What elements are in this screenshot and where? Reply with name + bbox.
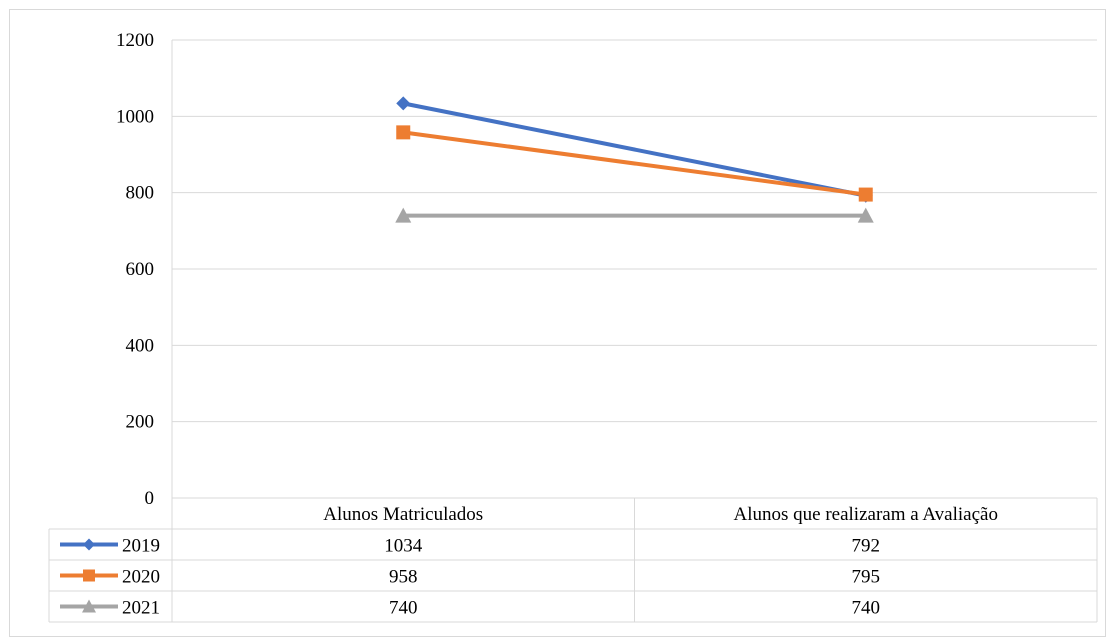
- series-line-2019: [402, 101, 867, 198]
- series-name: 2020: [122, 567, 160, 588]
- series-line-2020: [402, 130, 867, 197]
- data-point-2020: [858, 187, 873, 202]
- data-table-value: 792: [852, 536, 881, 557]
- legend-key-marker: [83, 569, 95, 582]
- y-tick-label: 1000: [116, 106, 154, 127]
- data-table-value: 740: [389, 598, 418, 619]
- data-point-2020: [396, 125, 411, 140]
- y-tick-label: 200: [126, 412, 155, 433]
- data-point-2021: [857, 207, 874, 223]
- data-point-2019: [396, 96, 411, 111]
- category-label: Alunos que realizaram a Avaliação: [734, 504, 998, 525]
- data-table-value: 795: [852, 567, 881, 588]
- data-table-value: 1034: [384, 536, 423, 557]
- y-tick-label: 1200: [116, 30, 154, 51]
- y-tick-label: 600: [126, 259, 155, 280]
- y-tick-label: 400: [126, 335, 155, 356]
- y-tick-label: 0: [145, 488, 155, 509]
- data-table-value: 740: [852, 598, 881, 619]
- series-name: 2019: [122, 536, 160, 557]
- data-table-value: 958: [389, 567, 418, 588]
- legend-key-marker: [83, 538, 95, 551]
- legend-key-marker: [82, 599, 96, 613]
- y-tick-label: 800: [126, 183, 155, 204]
- series-name: 2021: [122, 598, 160, 619]
- chart-frame: 0 200 400 600 800 1000 1200 Alunos Matriculado…: [9, 9, 1106, 637]
- category-label: Alunos Matriculados: [323, 504, 483, 525]
- data-point-2021: [395, 207, 412, 223]
- line-chart: 0 200 400 600 800 1000 1200 Alunos Matriculado…: [48, 30, 1098, 623]
